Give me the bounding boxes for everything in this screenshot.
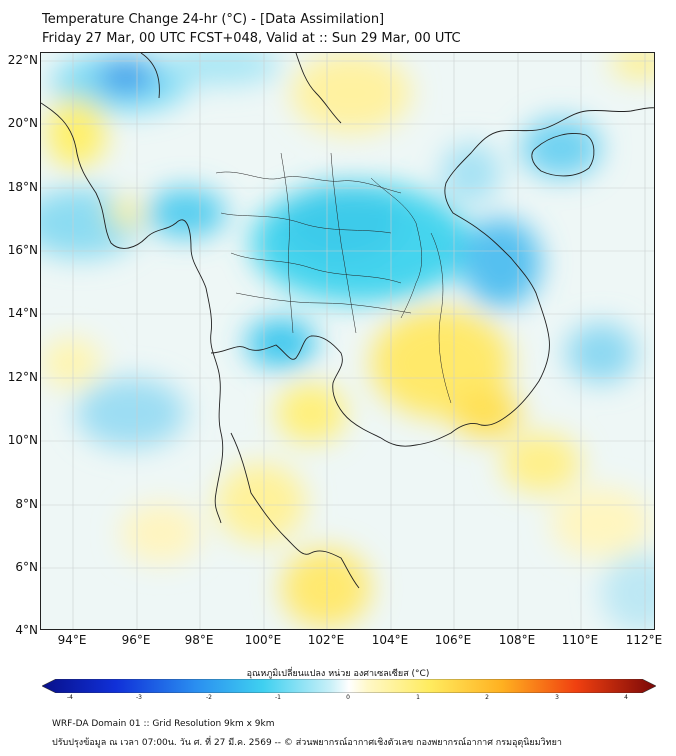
lon-label-102e: 102°E xyxy=(307,633,345,647)
temperature-map xyxy=(40,52,655,630)
colorbar-tick: -2 xyxy=(206,694,212,701)
colorbar-tick: 1 xyxy=(416,694,420,701)
colorbar-tick: -4 xyxy=(67,694,73,701)
colorbar-tick: -1 xyxy=(275,694,281,701)
admin-borders xyxy=(215,152,452,404)
colorbar-tick: 3 xyxy=(555,694,559,701)
lat-label-22n: 22°N xyxy=(7,53,38,67)
colorbar-tick: -3 xyxy=(136,694,142,701)
map-title: Temperature Change 24-hr (°C) - [Data As… xyxy=(42,12,385,27)
lat-label-4n: 4°N xyxy=(15,623,38,637)
colorbar xyxy=(42,679,656,693)
colorbar-title: อุณหภูมิเปลี่ยนแปลง หน่วย องศาเซลเซียส (… xyxy=(246,669,430,679)
footer-credit: ปรับปรุงข้อมูล ณ เวลา 07:00น. วัน ศ. ที่… xyxy=(52,738,562,748)
coastlines xyxy=(41,53,654,589)
lon-label-106e: 106°E xyxy=(434,633,472,647)
lat-label-12n: 12°N xyxy=(7,370,38,384)
lat-label-20n: 20°N xyxy=(7,116,38,130)
lat-label-16n: 16°N xyxy=(7,243,38,257)
colorbar-tick: 2 xyxy=(485,694,489,701)
lat-label-8n: 8°N xyxy=(15,497,38,511)
lat-label-18n: 18°N xyxy=(7,180,38,194)
lon-label-94e: 94°E xyxy=(57,633,87,647)
graticule xyxy=(41,53,654,629)
colorbar-tick: 4 xyxy=(624,694,628,701)
lon-label-112e: 112°E xyxy=(625,633,663,647)
lon-label-98e: 98°E xyxy=(184,633,214,647)
lat-label-6n: 6°N xyxy=(15,560,38,574)
footer-model-info: WRF-DA Domain 01 :: Grid Resolution 9km … xyxy=(52,719,275,729)
lon-label-110e: 110°E xyxy=(561,633,599,647)
lon-label-104e: 104°E xyxy=(371,633,409,647)
lat-label-10n: 10°N xyxy=(7,433,38,447)
lon-label-100e: 100°E xyxy=(244,633,282,647)
lon-label-96e: 96°E xyxy=(121,633,151,647)
lat-label-14n: 14°N xyxy=(7,306,38,320)
map-subtitle: Friday 27 Mar, 00 UTC FCST+048, Valid at… xyxy=(42,31,461,46)
lon-label-108e: 108°E xyxy=(498,633,536,647)
colorbar-tick: 0 xyxy=(346,694,350,701)
